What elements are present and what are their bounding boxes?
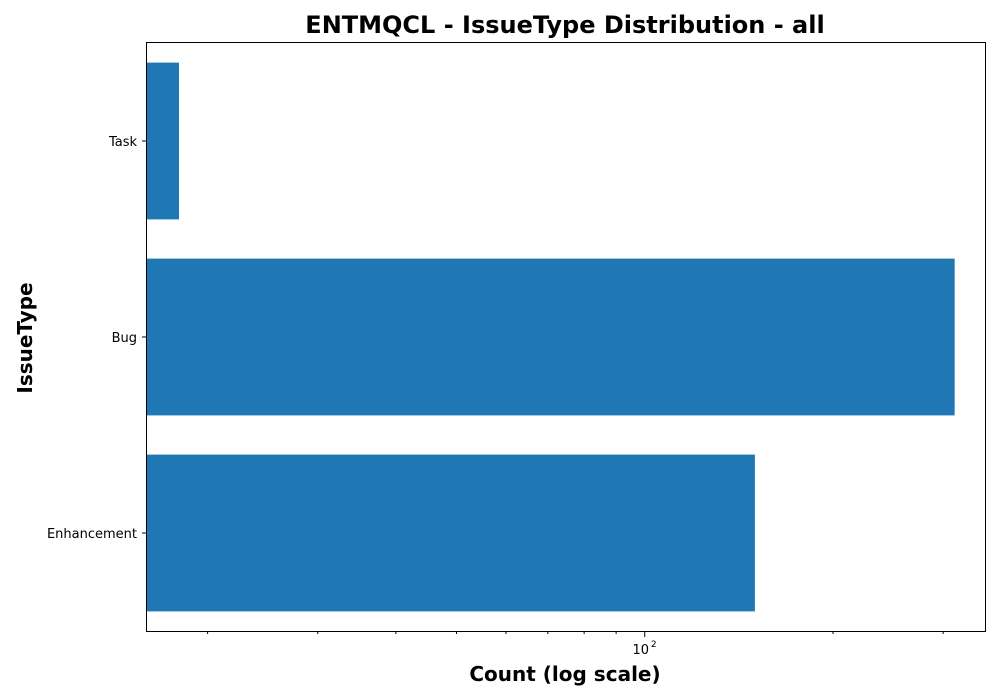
bars-group (147, 62, 955, 612)
x-axis-label: Count (log scale) (469, 662, 660, 686)
bar-bug (147, 258, 955, 416)
y-axis-label: IssueType (13, 282, 37, 393)
bar-task (147, 62, 179, 220)
bar-enhancement (147, 454, 755, 612)
x-axis: 10 2 (207, 631, 944, 658)
x-tick-label-exponent: 2 (651, 640, 657, 650)
y-tick-label-task: Task (108, 135, 138, 150)
x-tick-label: 10 (632, 643, 649, 658)
y-tick-label-bug: Bug (112, 331, 137, 346)
y-tick-label-enhancement: Enhancement (47, 527, 137, 542)
chart-title: ENTMQCL - IssueType Distribution - all (305, 11, 824, 39)
y-axis: Enhancement Bug Task (47, 135, 147, 542)
